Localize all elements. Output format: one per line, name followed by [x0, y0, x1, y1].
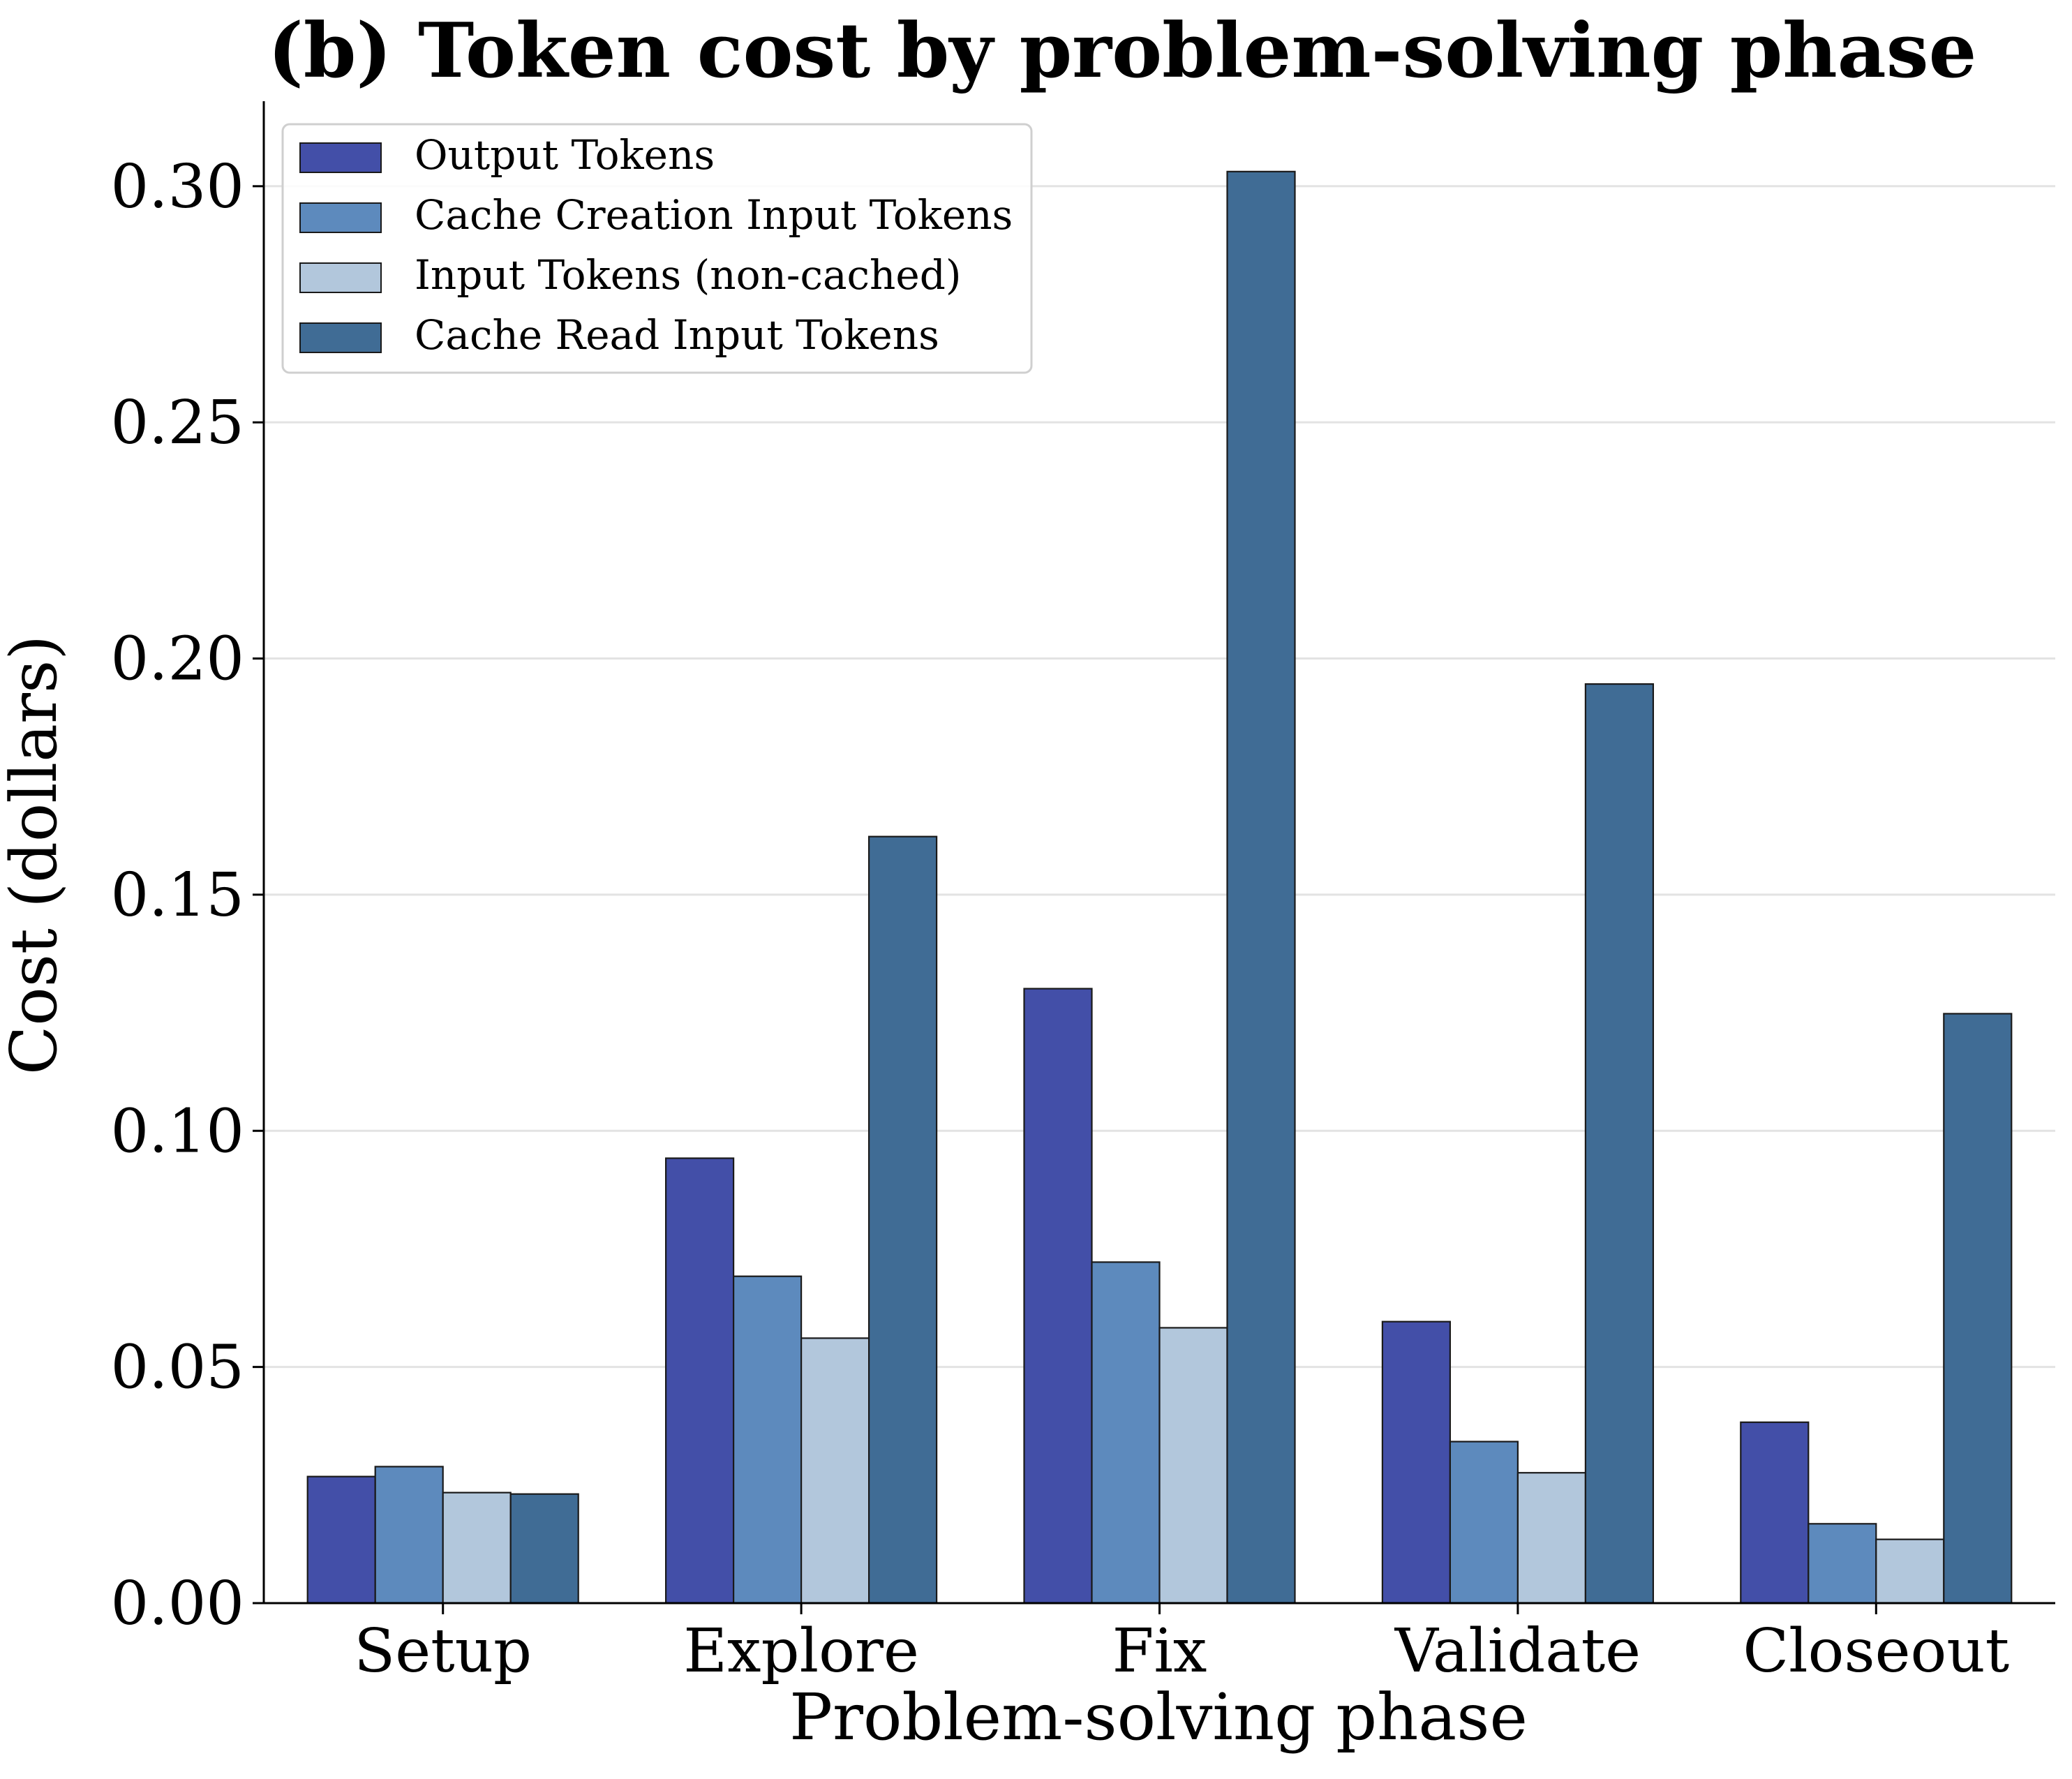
bar-setup-3 — [509, 1493, 579, 1605]
bar-validate-2 — [1516, 1472, 1586, 1605]
legend-swatch — [299, 142, 382, 173]
bar-fix-0 — [1023, 988, 1093, 1605]
y-tick-label: 0.15 — [111, 861, 244, 930]
bar-setup-1 — [374, 1466, 444, 1605]
bars — [306, 170, 2013, 1605]
bar-closeout-1 — [1808, 1523, 1877, 1605]
bar-fix-3 — [1226, 170, 1296, 1605]
y-tick-label: 0.25 — [111, 388, 244, 458]
x-tick-label: Validate — [1394, 1616, 1641, 1686]
bar-explore-1 — [732, 1275, 803, 1605]
legend-label: Output Tokens — [415, 131, 715, 179]
legend-swatch — [299, 322, 382, 353]
legend-swatch — [299, 262, 382, 293]
x-axis-label: Problem-solving phase — [789, 1680, 1528, 1755]
bar-setup-0 — [306, 1475, 376, 1605]
x-tick-label: Fix — [1112, 1616, 1207, 1686]
legend-swatch — [299, 202, 382, 233]
x-ticks: Setup Explore Fix Validate Closeout — [354, 1603, 2009, 1686]
y-tick-label: 0.00 — [111, 1569, 244, 1639]
bar-validate-0 — [1381, 1320, 1452, 1605]
x-tick-label: Setup — [354, 1616, 532, 1686]
bar-fix-1 — [1091, 1261, 1161, 1605]
x-tick-label: Explore — [683, 1616, 919, 1686]
bar-explore-3 — [867, 835, 938, 1605]
bar-validate-3 — [1584, 683, 1654, 1605]
legend-label: Cache Creation Input Tokens — [415, 191, 1013, 239]
legend-frame — [281, 123, 1033, 374]
bar-closeout-3 — [1943, 1013, 2013, 1605]
y-tick-label: 0.20 — [111, 625, 244, 694]
bar-fix-2 — [1158, 1327, 1228, 1605]
bar-explore-2 — [800, 1337, 870, 1605]
bar-setup-2 — [442, 1491, 512, 1605]
y-axis-label: Cost (dollars) — [0, 635, 71, 1075]
chart-title: (b) Token cost by problem-solving phase — [268, 7, 1977, 95]
legend-label: Cache Read Input Tokens — [415, 311, 939, 359]
legend: Output Tokens Cache Creation Input Tokens… — [281, 123, 1033, 374]
y-ticks: 0.00 0.05 0.10 0.15 0.20 0.25 0.30 — [111, 152, 264, 1639]
x-tick-label: Closeout — [1743, 1616, 2009, 1686]
y-tick-label: 0.05 — [111, 1333, 244, 1403]
bar-explore-0 — [664, 1157, 735, 1605]
y-tick-label: 0.10 — [111, 1096, 244, 1166]
bar-validate-1 — [1449, 1441, 1519, 1605]
bar-closeout-0 — [1740, 1421, 1810, 1605]
y-tick-label: 0.30 — [111, 152, 244, 222]
legend-label: Input Tokens (non-cached) — [415, 251, 961, 299]
bar-closeout-2 — [1875, 1538, 1945, 1605]
